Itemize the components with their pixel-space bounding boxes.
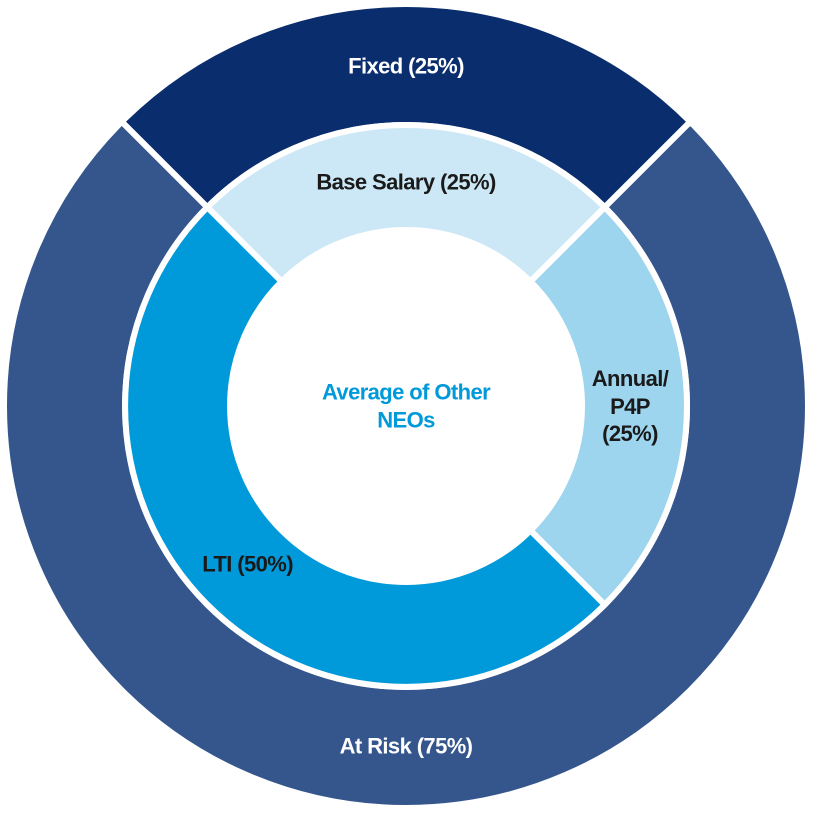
donut-segment: [526, 203, 690, 609]
center-label: Average of Other NEOs: [321, 379, 491, 433]
donut-segment: [122, 203, 609, 690]
segment-label: Fixed (25%): [348, 53, 464, 79]
donut-segment: [203, 122, 609, 286]
segment-label: LTI (50%): [202, 551, 293, 577]
segment-label: Base Salary (25%): [316, 169, 496, 195]
segment-label: At Risk (75%): [339, 733, 473, 759]
segment-label: Annual/ P4P (25%): [591, 365, 669, 446]
